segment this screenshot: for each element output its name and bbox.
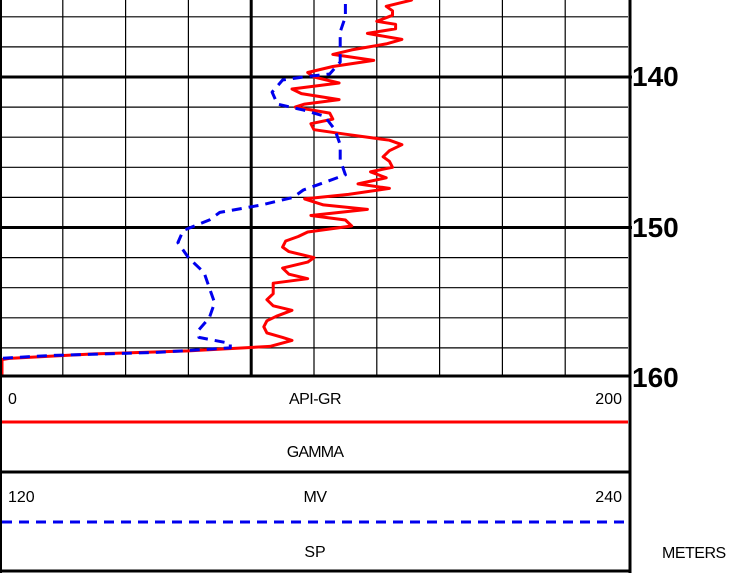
sp-scale-max: 240 [595, 489, 622, 506]
curves [0, 0, 414, 375]
gamma-scale-max: 200 [595, 391, 622, 408]
frame [0, 0, 632, 573]
depth-label-160: 160 [632, 362, 679, 393]
gamma-track-name: GAMMA [287, 444, 345, 461]
depth-unit-label: METERS [662, 545, 726, 562]
gamma-curve [0, 0, 414, 362]
sp-unit-label: MV [304, 489, 328, 506]
gamma-scale-min: 0 [8, 391, 17, 408]
gamma-unit-label: API-GR [289, 391, 341, 408]
depth-label-140: 140 [632, 61, 679, 92]
depth-label-150: 150 [632, 212, 679, 243]
grid [0, 0, 632, 375]
sp-curve [0, 0, 347, 360]
sp-track-name: SP [304, 544, 325, 561]
sp-scale-min: 120 [8, 489, 35, 506]
